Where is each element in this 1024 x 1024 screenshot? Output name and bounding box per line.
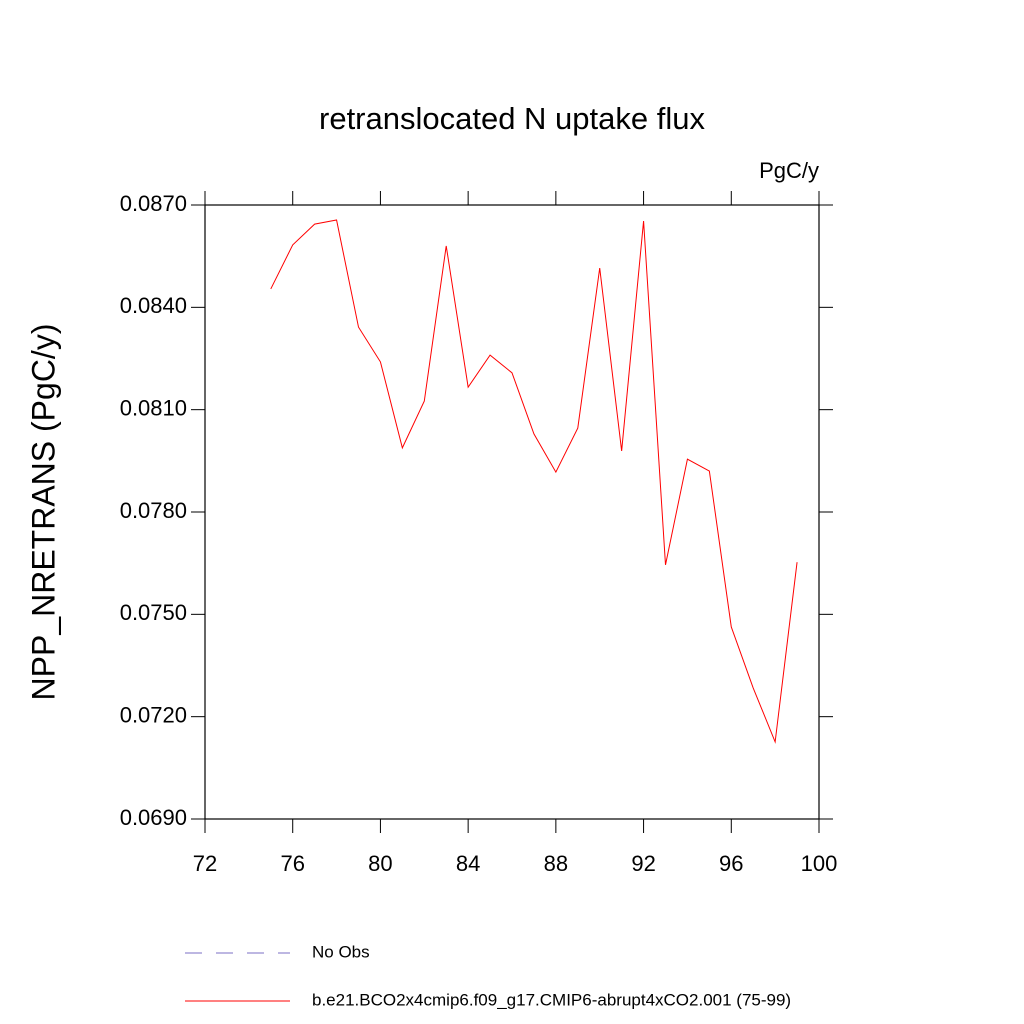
- legend-label: b.e21.BCO2x4cmip6.f09_g17.CMIP6-abrupt4x…: [312, 990, 791, 1009]
- x-tick-label: 72: [193, 851, 217, 876]
- y-tick-label: 0.0840: [120, 293, 187, 318]
- y-tick-label: 0.0690: [120, 805, 187, 830]
- units-label: PgC/y: [759, 158, 819, 183]
- legend-label: No Obs: [312, 942, 370, 961]
- chart-title: retranslocated N uptake flux: [319, 101, 705, 136]
- y-tick-label: 0.0750: [120, 600, 187, 625]
- x-tick-label: 96: [719, 851, 743, 876]
- x-tick-label: 84: [456, 851, 480, 876]
- y-tick-label: 0.0870: [120, 191, 187, 216]
- y-tick-label: 0.0780: [120, 498, 187, 523]
- x-tick-label: 100: [801, 851, 838, 876]
- plot-frame: [204, 204, 820, 820]
- y-axis-label: NPP_NRETRANS (PgC/y): [25, 324, 61, 701]
- x-tick-label: 80: [368, 851, 392, 876]
- x-tick-label: 92: [631, 851, 655, 876]
- y-tick-label: 0.0720: [120, 702, 187, 727]
- x-tick-label: 76: [280, 851, 304, 876]
- x-tick-label: 88: [544, 851, 568, 876]
- y-tick-label: 0.0810: [120, 395, 187, 420]
- data-line: [270, 219, 798, 744]
